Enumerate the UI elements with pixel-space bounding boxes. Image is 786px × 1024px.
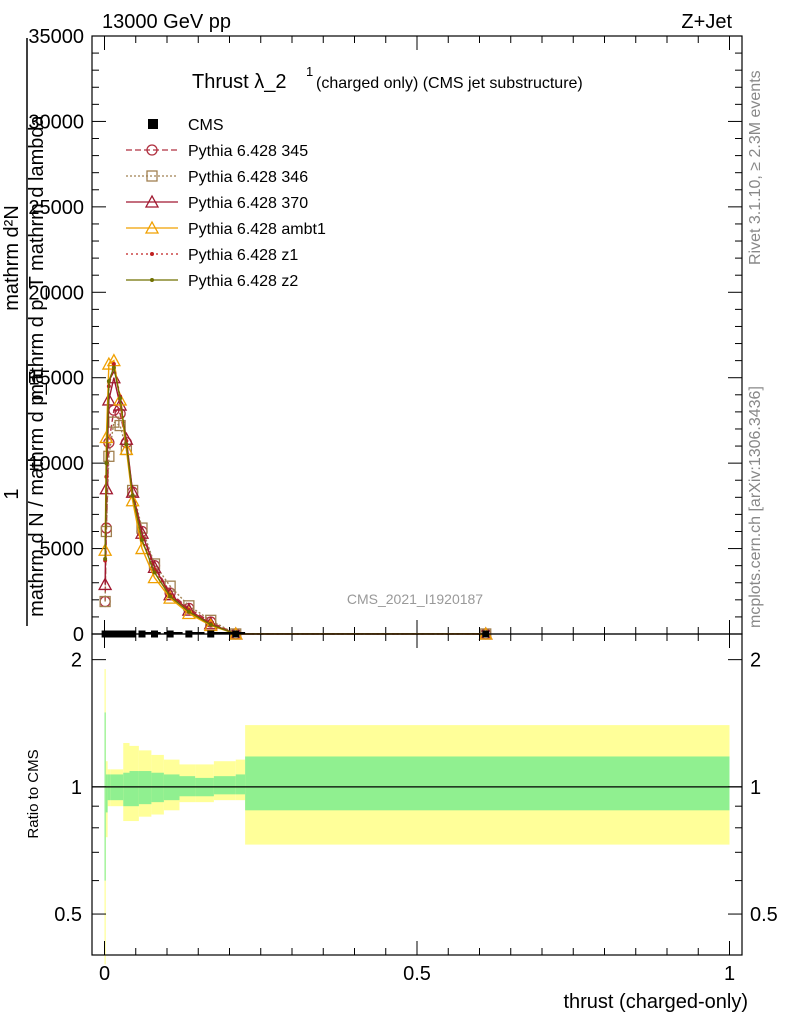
title-superscript: 1 [306, 64, 313, 79]
legend-label-p346: Pythia 6.428 346 [188, 169, 308, 186]
y-tick-label: 20000 [28, 282, 84, 304]
series-point-ambt1 [125, 493, 140, 507]
legend-label-p345: Pythia 6.428 345 [188, 143, 308, 160]
series-point-ambt1 [101, 356, 116, 370]
legend-marker-p345 [146, 144, 158, 156]
analysis-watermark: CMS_2021_I1920187 [347, 591, 483, 607]
legend: CMS Pythia 6.428 345 Pythia 6.428 346 Pythi… [126, 117, 326, 290]
legend-label-p370: Pythia 6.428 370 [188, 195, 308, 212]
ratio-y-label: Ratio to CMS [25, 749, 42, 838]
series-point-z2 [106, 379, 111, 384]
legend-marker-p370 [144, 194, 160, 208]
series-point-z2 [140, 538, 144, 543]
series-point-z2 [152, 570, 157, 575]
ratio-y-tick-label-right: 2 [750, 650, 761, 672]
x-tick-label: 0.5 [403, 963, 431, 985]
series-point-p346 [99, 595, 111, 608]
series-line-p346 [104, 421, 486, 635]
ratio-band-inner [105, 774, 108, 813]
legend-marker-ambt1 [144, 220, 160, 234]
ylabel-numerator-dN: mathrm d²N [1, 205, 23, 311]
series-point-z1 [111, 362, 116, 367]
legend-label-ambt1: Pythia 6.428 ambt1 [188, 221, 326, 238]
series-point-ambt1 [113, 392, 128, 406]
header-process: Z+Jet [681, 11, 732, 33]
ratio-band-inner [235, 774, 246, 795]
ratio-y-tick-label-right: 0.5 [750, 904, 778, 926]
y-tick-label: 35000 [28, 26, 84, 48]
main-y-label: mathrm d²N mathrm d p_T mathrm d lambda … [1, 38, 48, 626]
legend-label-z2: Pythia 6.428 z2 [188, 273, 298, 290]
legend-label-cms: CMS [188, 117, 224, 134]
title-suffix: (charged only) (CMS jet substructure) [316, 75, 583, 92]
ratio-y-tick-label-right: 1 [750, 777, 761, 799]
legend-label-z1: Pythia 6.428 z1 [188, 247, 298, 264]
title-main: Thrust λ_2 [192, 71, 286, 93]
series-point-z2 [124, 442, 129, 447]
ratio-band-inner [179, 776, 196, 797]
y-tick-label: 15000 [28, 368, 84, 390]
series-point-p346 [103, 450, 115, 462]
series-point-z2 [130, 493, 135, 498]
ratio-band-inner [104, 712, 106, 881]
legend-marker-cms [148, 119, 158, 129]
series-point-z2 [104, 461, 109, 466]
y-tick-label: 10000 [28, 453, 84, 475]
series-point-ambt1 [119, 442, 134, 456]
ylabel-numerator-one: 1 [1, 488, 23, 499]
ratio-band-inner [245, 756, 730, 811]
series-line-z2 [104, 364, 486, 635]
ratio-y-tick-label: 1 [71, 777, 82, 799]
series-point-z2 [168, 594, 173, 599]
series-point-p370 [98, 577, 113, 591]
chart-title: Thrust λ_2 1 (charged only) (CMS jet sub… [192, 64, 583, 93]
series-point-z2 [103, 556, 108, 561]
mcplots-label: mcplots.cern.ch [arXiv:1306.3436] [747, 386, 764, 628]
y-tick-label: 25000 [28, 197, 84, 219]
ratio-band-inner [138, 771, 152, 805]
ratio-band-inner [123, 772, 130, 807]
ylabel-denominator-dpt-dlambda: mathrm d p_T mathrm d lambda [26, 114, 48, 400]
x-tick-label: 1 [724, 963, 735, 985]
y-tick-label: 0 [73, 624, 84, 646]
ratio-plot-area: 0.5 0.5 1 1 2 2 0 0.5 1 [54, 633, 778, 985]
header-energy: 13000 GeV pp [102, 11, 231, 33]
series-point-p346 [114, 419, 126, 432]
ratio-band-inner [129, 771, 139, 807]
series-point-z2 [111, 365, 116, 370]
ylabel-denominator-dN-dpt: mathrm d N / mathrm d p_T [26, 371, 48, 617]
ratio-band-inner [213, 776, 236, 795]
rivet-version-label: Rivet 3.1.10, ≥ 2.3M events [747, 70, 764, 265]
legend-marker-p346 [146, 170, 158, 182]
main-plot-area: 0 5000 10000 15000 20000 25000 30000 35000 [28, 26, 743, 646]
x-tick-label: 0 [99, 963, 110, 985]
series-point-z2 [186, 609, 191, 614]
y-tick-label: 5000 [40, 539, 85, 561]
series-point-z2 [208, 622, 213, 627]
x-axis-label: thrust (charged-only) [563, 991, 748, 1013]
ratio-y-tick-label: 2 [71, 650, 82, 672]
ratio-y-tick-label: 0.5 [54, 904, 82, 926]
legend-marker-z2 [150, 278, 154, 282]
legend-marker-z1 [150, 252, 154, 256]
series-point-z2 [118, 396, 123, 401]
y-tick-label: 30000 [28, 111, 84, 133]
